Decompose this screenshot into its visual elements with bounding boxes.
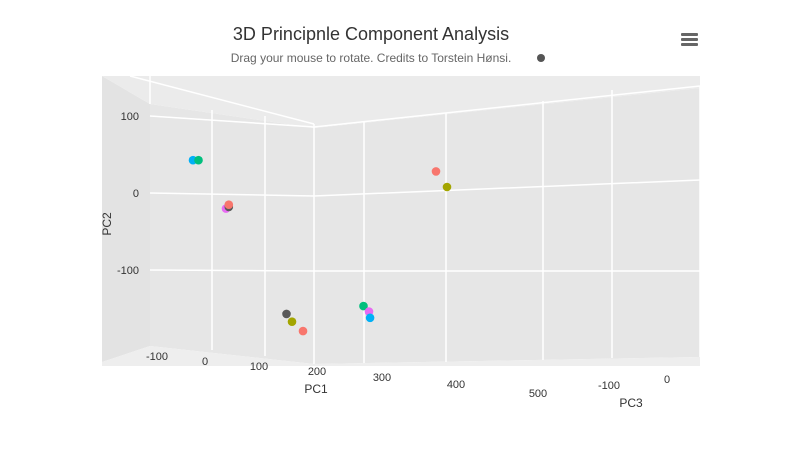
chart-subtitle: Drag your mouse to rotate. Credits to To… [230,51,512,65]
z-tick-label: -100 [598,380,620,392]
z-tick-label: 0 [664,374,670,386]
top-wall [102,76,700,128]
side-wall [102,76,150,362]
data-point[interactable] [282,309,291,319]
chart-title: 3D Principnle Component Analysis [232,24,510,44]
hamburger-menu-icon[interactable] [676,28,704,52]
data-point[interactable] [224,200,234,209]
x-tick-label: 0 [202,356,208,368]
x-tick-label: 300 [373,372,391,384]
y-tick-label: 100 [121,111,139,123]
data-points [188,155,452,336]
back-wall [150,88,700,364]
y-tick-label: 0 [133,188,139,200]
y-axis-title: PC2 [100,212,114,236]
grid-line [129,75,315,125]
x-tick-label: 500 [529,388,547,400]
x-tick-label: 200 [308,366,326,378]
data-point[interactable] [298,326,308,336]
x-tick-label: 100 [250,361,268,373]
x-tick-label: -100 [146,351,168,363]
floor [102,346,700,366]
x-axis-title: PC1 [304,382,328,396]
data-point[interactable] [365,313,375,323]
data-point[interactable] [442,182,452,192]
data-point[interactable] [287,317,297,327]
x-tick-label: 400 [447,379,465,391]
data-point[interactable] [431,167,441,176]
data-point[interactable] [194,155,203,165]
legend-marker[interactable] [537,54,545,62]
data-point[interactable] [359,301,368,311]
y-tick-label: -100 [117,265,139,277]
z-axis-title: PC3 [619,396,643,410]
grid-lines [129,75,701,364]
